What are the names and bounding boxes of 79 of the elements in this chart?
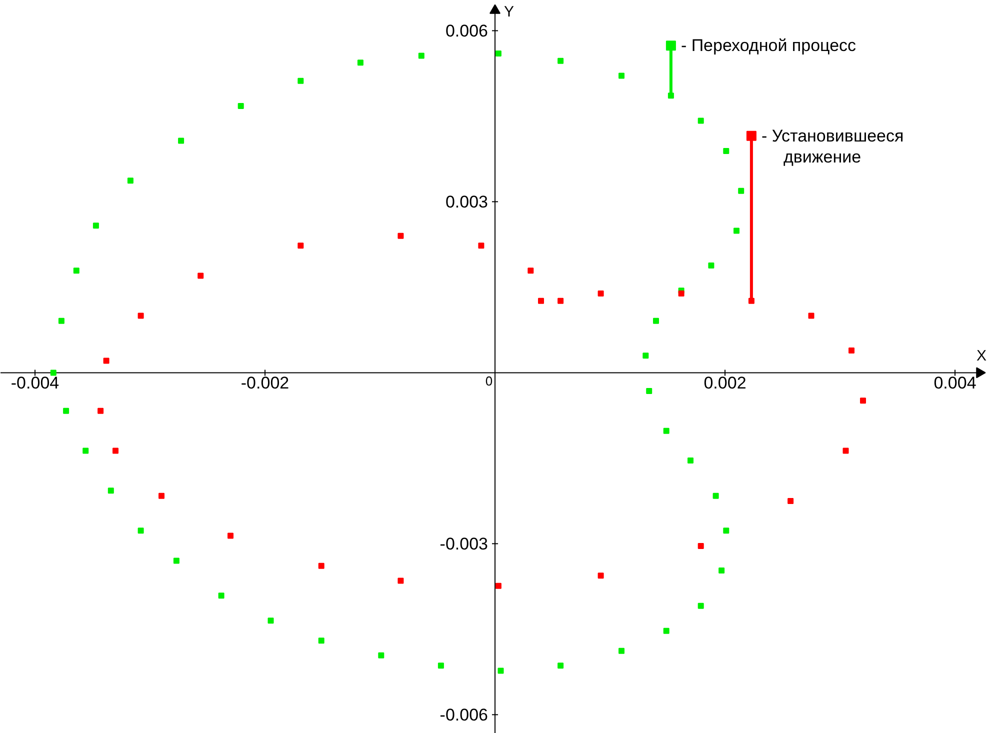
- point: [127, 178, 134, 184]
- point: [495, 50, 502, 57]
- point: [98, 408, 104, 414]
- point: [538, 298, 544, 304]
- point: [860, 398, 866, 404]
- point: [50, 370, 56, 376]
- x-tick-label: -0.004: [10, 374, 60, 393]
- point: [268, 618, 274, 624]
- point: [58, 318, 64, 324]
- point: [138, 312, 144, 319]
- point: [63, 408, 70, 414]
- point: [688, 457, 694, 464]
- point: [646, 388, 652, 394]
- point: [653, 318, 659, 324]
- point: [528, 268, 534, 274]
- point: [618, 72, 624, 79]
- y-tick-label: 0.006: [445, 22, 488, 41]
- point: [103, 358, 110, 364]
- y-tick-label: -0.006: [440, 706, 488, 725]
- y-tick-label: 0.003: [445, 192, 488, 212]
- point: [788, 498, 794, 504]
- point: [642, 352, 649, 359]
- x-tick-label: 0.002: [704, 374, 746, 393]
- point: [698, 118, 704, 124]
- point: [73, 268, 80, 274]
- y-axis-title: Y: [504, 4, 514, 20]
- point: [723, 148, 730, 154]
- point: [558, 662, 564, 669]
- point: [678, 290, 684, 296]
- point: [498, 668, 504, 674]
- point: [198, 272, 204, 279]
- point: [663, 628, 670, 634]
- point: [228, 532, 234, 539]
- point: [598, 290, 604, 296]
- point: [698, 602, 704, 609]
- point: [558, 58, 564, 64]
- point: [808, 312, 814, 319]
- point: [558, 298, 564, 304]
- point: [663, 428, 670, 434]
- point: [108, 488, 114, 494]
- point: [158, 492, 164, 499]
- point: [298, 242, 304, 249]
- point: [357, 60, 364, 66]
- point: [318, 638, 324, 644]
- y-tick-label: -0.003: [440, 534, 488, 554]
- point: [842, 448, 849, 454]
- point: [495, 582, 502, 589]
- point: [418, 52, 424, 59]
- point: [378, 652, 384, 658]
- point: [738, 188, 744, 194]
- point: [138, 528, 144, 534]
- point: [318, 562, 324, 569]
- point: [478, 242, 484, 249]
- point: [718, 567, 725, 574]
- legend-label: - Установившееся движение: [761, 126, 904, 166]
- point: [218, 592, 224, 599]
- point: [723, 528, 730, 534]
- point: [238, 102, 244, 109]
- point: [848, 347, 854, 354]
- point: [712, 492, 719, 499]
- x-axis-title: X: [976, 348, 987, 365]
- point: [698, 542, 704, 549]
- point: [398, 578, 404, 584]
- point: [598, 572, 604, 579]
- point: [178, 138, 184, 144]
- legend-label: - Переходной процесс: [680, 36, 857, 56]
- point: [734, 228, 740, 234]
- x-tick-label: 0: [485, 374, 493, 389]
- point: [82, 448, 89, 454]
- point: [298, 78, 304, 84]
- point: [173, 558, 180, 564]
- point: [438, 662, 444, 669]
- x-tick-label: 0.004: [934, 374, 976, 393]
- point: [92, 222, 99, 229]
- x-tick-label: -0.002: [240, 374, 290, 393]
- point: [398, 232, 404, 239]
- point: [708, 262, 714, 269]
- point: [618, 648, 624, 654]
- point: [112, 448, 118, 454]
